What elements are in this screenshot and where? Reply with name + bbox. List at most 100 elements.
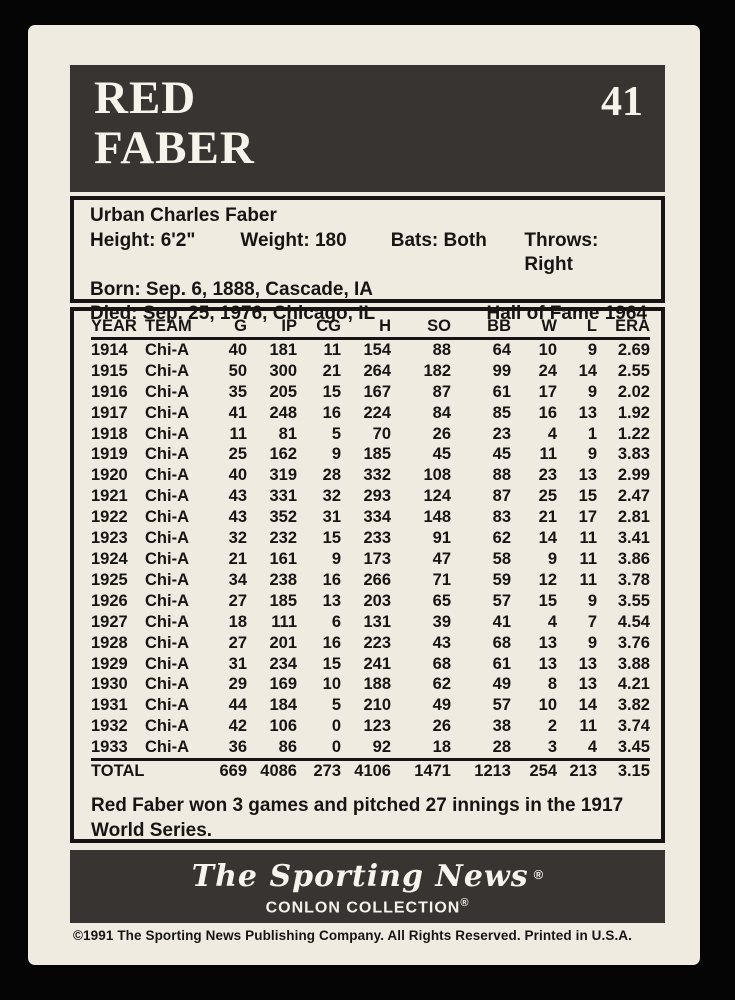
stat-cell: 24 <box>538 361 557 380</box>
stat-cell: 1471 <box>414 762 451 781</box>
stat-cell: 131 <box>363 612 391 631</box>
stat-cell: 68 <box>432 654 451 673</box>
stat-cell: 27 <box>228 591 247 610</box>
table-row: 1932 Chi-A 42 106 0 123 26 38 2 11 3.74 <box>91 716 650 737</box>
stat-cell: 4 <box>547 424 557 443</box>
registered-mark-icon: ® <box>533 867 544 882</box>
stat-cell: 32 <box>322 487 341 506</box>
stat-cell: 11 <box>229 424 247 443</box>
stats-column-header: G <box>234 317 247 335</box>
stat-cell: 70 <box>372 424 391 443</box>
stat-cell: 91 <box>432 529 451 548</box>
stat-cell: Chi-A <box>145 675 189 694</box>
stat-cell: 38 <box>492 717 511 736</box>
stat-cell: 62 <box>432 675 451 694</box>
stats-column-header: CG <box>316 317 341 335</box>
stats-column-header: H <box>379 317 391 335</box>
stat-cell: 13 <box>578 403 597 422</box>
stat-cell: 31 <box>228 654 247 673</box>
stat-cell: 16 <box>538 403 557 422</box>
stat-cell: 34 <box>228 570 247 589</box>
stat-cell: 58 <box>492 549 511 568</box>
stat-cell: 81 <box>278 424 297 443</box>
stat-cell: 11 <box>579 549 597 568</box>
stat-cell: 12 <box>538 570 557 589</box>
stat-cell: 65 <box>432 591 451 610</box>
footer-bar: The Sporting News ® CONLON COLLECTION® <box>70 850 665 923</box>
stat-cell: 40 <box>228 466 247 485</box>
stat-cell: 10 <box>322 675 341 694</box>
stat-cell: 68 <box>492 633 511 652</box>
stat-cell: 25 <box>228 445 247 464</box>
stat-cell: 9 <box>547 549 557 568</box>
stat-cell: Chi-A <box>145 466 189 485</box>
stat-cell: 3.55 <box>617 591 650 610</box>
stat-cell: 9 <box>331 445 341 464</box>
stat-cell: 1927 <box>91 612 128 631</box>
stat-cell: 10 <box>538 696 557 715</box>
stat-cell: 23 <box>492 424 511 443</box>
stat-cell: 148 <box>423 508 451 527</box>
stat-cell: Chi-A <box>145 633 189 652</box>
stat-cell: 17 <box>578 508 597 527</box>
stat-cell: 0 <box>331 717 341 736</box>
stat-cell: 1918 <box>91 424 128 443</box>
stat-cell: 2.02 <box>617 382 650 401</box>
registered-mark-icon: ® <box>460 897 470 909</box>
stat-cell: 4 <box>547 612 557 631</box>
stat-cell: 27 <box>228 633 247 652</box>
stat-cell: 154 <box>363 340 391 359</box>
stat-cell: 1931 <box>91 696 128 715</box>
bio-vitals-row: Height: 6'2" Weight: 180 Bats: Both Thro… <box>90 229 647 278</box>
stat-cell: 1921 <box>91 487 128 506</box>
stat-cell: 1915 <box>91 361 128 380</box>
stat-cell: 169 <box>269 675 297 694</box>
stats-column-header: ERA <box>615 317 650 335</box>
stat-cell: 3.78 <box>617 570 650 589</box>
stat-cell: 181 <box>269 340 297 359</box>
stat-cell: 124 <box>423 487 451 506</box>
stat-cell: 1932 <box>91 717 128 736</box>
stat-cell: 11 <box>579 570 597 589</box>
stat-cell: 47 <box>432 549 451 568</box>
stat-cell: Chi-A <box>145 487 189 506</box>
stat-cell: 14 <box>578 361 597 380</box>
stat-cell: 1.22 <box>617 424 650 443</box>
stat-cell: 241 <box>363 654 391 673</box>
stat-cell: 3.74 <box>617 717 650 736</box>
stats-column-header: SO <box>427 317 451 335</box>
stat-cell: 161 <box>269 549 297 568</box>
stat-cell: 6 <box>331 612 341 631</box>
stat-cell: 11 <box>579 529 597 548</box>
stat-cell: 234 <box>269 654 297 673</box>
stat-cell: 25 <box>538 487 557 506</box>
stat-cell: 88 <box>492 466 511 485</box>
stat-cell: 254 <box>529 762 557 781</box>
stat-cell: Chi-A <box>145 361 189 380</box>
table-row: 1918 Chi-A 11 81 5 70 26 23 4 1 1.22 <box>91 424 650 445</box>
stat-cell: 14 <box>538 529 557 548</box>
table-row: 1925 Chi-A 34 238 16 266 71 59 12 11 3.78 <box>91 570 650 591</box>
stat-cell: 50 <box>228 361 247 380</box>
stat-cell: 11 <box>323 340 341 359</box>
stat-cell: 1914 <box>91 340 128 359</box>
stat-cell: 49 <box>432 696 451 715</box>
stat-cell: 173 <box>363 549 391 568</box>
stat-cell: 9 <box>587 382 597 401</box>
stat-cell: 3.15 <box>617 762 650 781</box>
table-row: 1917 Chi-A 41 248 16 224 84 85 16 13 1.92 <box>91 403 650 424</box>
stat-cell: 1924 <box>91 549 128 568</box>
stat-cell: 273 <box>313 762 341 781</box>
stat-cell: 45 <box>432 445 451 464</box>
stat-cell: 1925 <box>91 570 128 589</box>
table-row: 1916 Chi-A 35 205 15 167 87 61 17 9 2.02 <box>91 382 650 403</box>
stat-cell: 3.82 <box>617 696 650 715</box>
stat-cell: 28 <box>322 466 341 485</box>
stat-cell: 39 <box>432 612 451 631</box>
stat-cell: 71 <box>432 570 451 589</box>
stats-table-body: 1914 Chi-A 40 181 11 154 88 64 10 9 2.69 1915 Chi-A 5… <box>91 338 650 782</box>
stats-box: YEAR TEAM G IP CG H SO BB W L ERA 1914 Chi-A 40 181 11… <box>70 307 665 843</box>
stat-cell: 8 <box>547 675 557 694</box>
stat-cell: 23 <box>538 466 557 485</box>
